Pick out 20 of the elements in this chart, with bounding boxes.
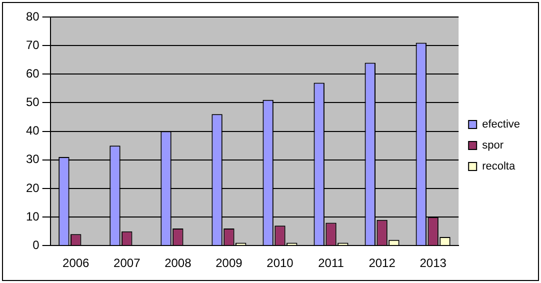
legend-label: spor (482, 140, 504, 152)
x-tick-label: 2009 (216, 256, 243, 270)
legend-label: efective (482, 118, 520, 131)
x-tick-label: 2013 (420, 256, 447, 270)
y-tick-label: 80 (26, 9, 40, 24)
x-tick-label: 2007 (114, 256, 141, 270)
y-tick-label: 30 (26, 152, 40, 166)
legend-label: recolta (482, 160, 516, 173)
y-tick-label: 10 (26, 209, 40, 224)
x-tick-label: 2011 (318, 256, 344, 270)
x-tick-label: 2006 (62, 256, 90, 270)
y-tick-label: 50 (26, 95, 40, 110)
y-tick-label: 20 (26, 180, 40, 195)
x-tick-label: 2010 (266, 256, 294, 270)
x-tick-label: 2012 (368, 256, 396, 270)
y-tick-label: 60 (26, 66, 40, 80)
y-tick-label: 0 (32, 238, 40, 252)
y-tick-label: 70 (26, 38, 40, 52)
y-tick-label: 40 (26, 124, 40, 138)
x-tick-label: 2008 (164, 256, 192, 270)
